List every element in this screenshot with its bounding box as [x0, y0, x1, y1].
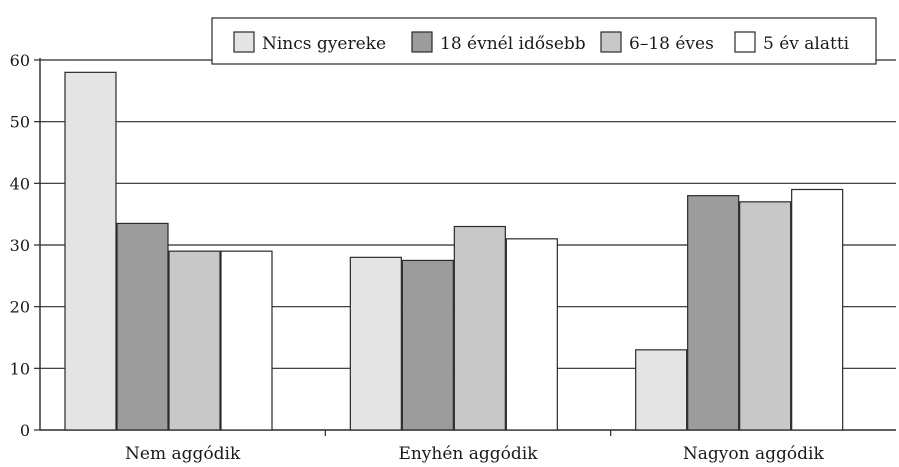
- legend: Nincs gyereke 18 évnél idősebb 6–18 éves 5 …: [211, 17, 877, 65]
- axis-labels: 0 10 20 30 40 50 60 Nem aggódik Enyhén aggódik Na…: [10, 51, 825, 464]
- bar-0-1: [349, 256, 402, 431]
- y-tick-label: 10: [10, 359, 30, 378]
- bar-1-1: [401, 259, 454, 431]
- bar-1-0: [116, 222, 169, 431]
- legend-label-2: 6–18 éves: [629, 34, 714, 54]
- bar-1-2: [687, 195, 740, 431]
- legend-swatch-2: [600, 31, 622, 53]
- legend-label-3: 5 év alatti: [763, 34, 850, 54]
- y-tick-label: 40: [10, 174, 30, 193]
- bar-0-0: [64, 71, 117, 431]
- legend-swatch-0: [233, 31, 255, 53]
- legend-label-0: Nincs gyereke: [262, 34, 386, 54]
- legend-swatch-3: [734, 31, 756, 53]
- bar-2-2: [739, 201, 792, 431]
- y-tick-label: 0: [20, 421, 30, 440]
- legend-box: [211, 17, 877, 65]
- x-category-label: Nagyon aggódik: [683, 444, 825, 464]
- y-tick-label: 20: [10, 298, 30, 317]
- bars: [64, 71, 844, 431]
- x-category-label: Enyhén aggódik: [398, 444, 538, 464]
- bar-3-0: [220, 250, 273, 431]
- legend-label-1: 18 évnél idősebb: [440, 34, 586, 54]
- y-tick-label: 30: [10, 236, 30, 255]
- bar-3-2: [791, 188, 844, 431]
- bar-3-1: [505, 238, 558, 431]
- y-tick-label: 60: [10, 51, 30, 70]
- bar-0-2: [635, 349, 688, 431]
- bar-2-0: [168, 250, 221, 431]
- y-tick-label: 50: [10, 113, 30, 132]
- x-category-label: Nem aggódik: [125, 444, 241, 464]
- legend-swatch-1: [411, 31, 433, 53]
- bar-2-1: [453, 225, 506, 431]
